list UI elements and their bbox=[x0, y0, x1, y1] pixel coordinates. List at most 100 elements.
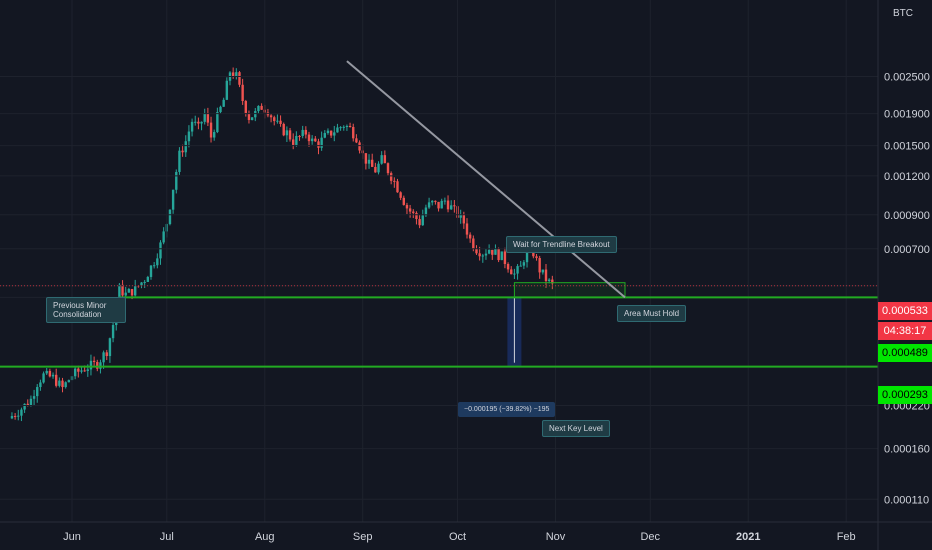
candle-body bbox=[187, 131, 191, 142]
y-tick-label: 0.000160 bbox=[884, 444, 930, 456]
candle-body bbox=[478, 253, 481, 257]
candle-body bbox=[92, 360, 96, 362]
time-axis[interactable]: Jun Jul Aug Sep Oct Nov Dec 2021 Feb bbox=[0, 521, 932, 543]
candle-body bbox=[494, 248, 497, 255]
candle-body bbox=[301, 129, 304, 136]
candle-body bbox=[194, 121, 197, 123]
candle-body bbox=[162, 231, 165, 243]
candle-body bbox=[86, 369, 89, 371]
x-tick-label: Feb bbox=[837, 531, 856, 543]
candle-body bbox=[140, 282, 143, 286]
candle-body bbox=[412, 211, 415, 213]
candle-body bbox=[26, 403, 29, 406]
price-axis[interactable]: 0.002500 0.001900 0.001500 0.001200 0.000900… bbox=[877, 0, 932, 550]
candle-body bbox=[29, 398, 33, 406]
candle-body bbox=[143, 281, 146, 283]
annotation-trendline-breakout[interactable]: Wait for Trendline Breakout bbox=[506, 236, 617, 253]
y-tick-label: 0.000110 bbox=[884, 494, 929, 506]
y-tick-label: 0.001900 bbox=[884, 109, 930, 121]
candle-body bbox=[472, 238, 475, 249]
candle-body bbox=[298, 135, 301, 137]
candle-body bbox=[292, 139, 295, 145]
annotation-area-must-hold[interactable]: Area Must Hold bbox=[617, 305, 687, 322]
y-tick-label: 0.002500 bbox=[884, 72, 930, 84]
candle-body bbox=[99, 362, 102, 369]
candle-body bbox=[437, 201, 440, 209]
candle-body bbox=[323, 133, 326, 138]
candle-body bbox=[58, 380, 61, 386]
candle-body bbox=[396, 181, 399, 193]
annotation-next-key-level[interactable]: Next Key Level bbox=[542, 420, 610, 437]
candle-body bbox=[333, 132, 336, 136]
candle-body bbox=[468, 234, 472, 239]
candle-body bbox=[80, 370, 83, 372]
candle-body bbox=[20, 409, 23, 416]
candle-body bbox=[415, 212, 418, 220]
candle-body bbox=[506, 263, 510, 270]
candle-body bbox=[544, 269, 548, 282]
candle-body bbox=[547, 279, 551, 282]
candle-body bbox=[159, 242, 162, 259]
candle-body bbox=[462, 214, 466, 224]
candle-body bbox=[77, 368, 80, 372]
candle-body bbox=[244, 101, 247, 114]
measurement-label: −0.000195 (−39.82%) −195 bbox=[458, 402, 556, 417]
candle-body bbox=[89, 360, 93, 370]
candle-body bbox=[64, 382, 67, 388]
support-badge-1: 0.000489 bbox=[878, 344, 932, 362]
candle-body bbox=[190, 121, 194, 132]
x-tick-label: Oct bbox=[449, 531, 466, 543]
candle-body bbox=[73, 368, 77, 377]
candle-body bbox=[367, 159, 371, 164]
candle-body bbox=[364, 153, 368, 164]
candle-body bbox=[279, 120, 282, 124]
candle-body bbox=[307, 134, 311, 142]
candle-body bbox=[339, 127, 342, 129]
x-tick-label: Jul bbox=[160, 531, 174, 543]
countdown-badge: 04:38:17 bbox=[878, 322, 932, 340]
candle-body bbox=[282, 123, 285, 136]
candle-body bbox=[134, 285, 137, 296]
candle-body bbox=[418, 219, 421, 226]
candle-body bbox=[241, 84, 244, 102]
candle-body bbox=[42, 373, 45, 383]
candle-body bbox=[446, 200, 450, 210]
candle-body bbox=[13, 416, 17, 418]
annotation-previous-consolidation[interactable]: Previous Minor Consolidation bbox=[46, 297, 126, 323]
area-must-hold-box bbox=[513, 282, 626, 298]
candle-body bbox=[427, 202, 431, 208]
candle-body bbox=[146, 276, 150, 282]
candle-body bbox=[250, 117, 254, 120]
candle-body bbox=[225, 80, 229, 100]
candle-body bbox=[61, 380, 64, 388]
x-tick-label: Dec bbox=[640, 531, 660, 543]
y-tick-label: 0.001200 bbox=[884, 171, 930, 183]
candle-body bbox=[541, 269, 545, 273]
candle-body bbox=[371, 159, 374, 167]
x-tick-label: 2021 bbox=[736, 531, 760, 543]
candle-body bbox=[124, 292, 127, 296]
candle-body bbox=[304, 129, 308, 135]
candle-body bbox=[118, 284, 121, 308]
candle-body bbox=[181, 150, 184, 153]
candle-body bbox=[276, 120, 279, 122]
candle-body bbox=[213, 132, 216, 138]
candle-body bbox=[222, 99, 225, 107]
candle-body bbox=[386, 163, 390, 174]
y-tick-label: 0.001500 bbox=[884, 141, 930, 153]
candles-layer bbox=[10, 67, 554, 422]
candle-body bbox=[175, 171, 178, 190]
descending-trendline bbox=[346, 60, 626, 299]
candle-body bbox=[127, 289, 131, 293]
candle-body bbox=[288, 130, 292, 140]
candle-body bbox=[168, 209, 172, 225]
candle-body bbox=[10, 416, 14, 419]
candle-body bbox=[36, 387, 39, 397]
candle-body bbox=[23, 403, 26, 410]
candle-body bbox=[39, 382, 42, 388]
candle-body bbox=[484, 253, 488, 256]
candle-body bbox=[32, 396, 36, 399]
candle-body bbox=[383, 155, 387, 164]
candle-body bbox=[348, 126, 352, 128]
